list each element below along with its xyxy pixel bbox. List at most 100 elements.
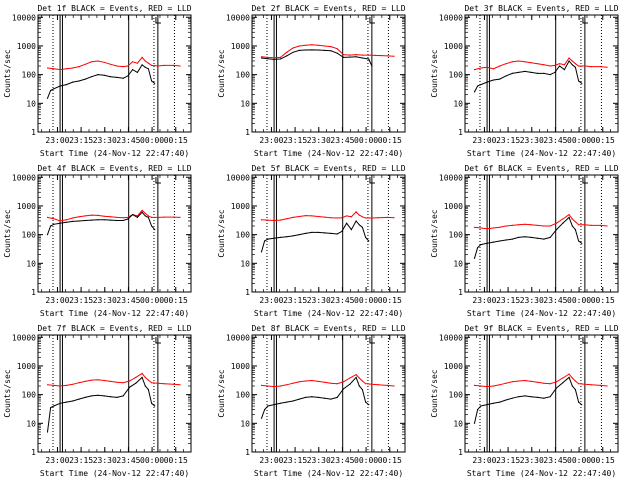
series-point-lld: [97, 214, 99, 216]
y-axis-label: Counts/sec: [430, 369, 439, 417]
series-point-lld: [492, 68, 494, 70]
series-point-lld: [122, 66, 124, 68]
series-point-lld: [151, 64, 153, 66]
series-line-events: [47, 64, 155, 99]
series-point-events: [135, 382, 137, 384]
y-tick-label: 1: [245, 288, 250, 297]
y-tick-label: 10000: [226, 173, 250, 182]
y-tick-label: 100: [22, 71, 37, 80]
series-point-events: [578, 401, 580, 403]
y-tick-label: 10: [240, 419, 250, 428]
series-point-lld: [273, 386, 275, 388]
series-point-lld: [554, 64, 556, 66]
x-tick-label: 23:30: [307, 456, 331, 465]
y-tick-label: 10000: [12, 333, 36, 342]
series-point-events: [147, 389, 149, 391]
series-point-lld: [103, 379, 105, 382]
series-point-events: [492, 241, 494, 243]
series-point-lld: [330, 217, 332, 219]
series-point-events: [286, 236, 288, 238]
x-tick-label: 23:45: [330, 456, 354, 465]
x-tick-label: 00:00: [140, 296, 164, 305]
series-point-lld: [578, 383, 580, 385]
series-point-lld: [361, 54, 363, 56]
series-point-events: [505, 399, 507, 401]
detector-panel-4: Det 4f BLACK = Events, RED = LLD Counts/s…: [3, 164, 192, 318]
series-point-lld: [59, 69, 61, 71]
x-tick-label: 23:45: [330, 136, 354, 145]
series-point-events: [555, 229, 558, 231]
series-point-events: [562, 222, 564, 224]
y-tick-label: 10000: [226, 333, 250, 342]
series-point-lld: [555, 381, 558, 383]
series-point-lld: [387, 55, 389, 57]
series-point-events: [65, 401, 67, 403]
series-point-events: [132, 214, 134, 216]
series-point-lld: [511, 224, 513, 226]
series-point-lld: [292, 47, 294, 49]
series-point-events: [72, 220, 74, 222]
panel-title: Det 5f BLACK = Events, RED = LLD: [251, 164, 405, 173]
series-point-lld: [84, 215, 86, 217]
x-axis-label: Start Time (24-Nov-12 22:47:40): [254, 149, 403, 158]
series-point-events: [342, 56, 345, 59]
series-point-events: [78, 398, 80, 400]
series-point-lld: [518, 380, 520, 382]
series-point-lld: [286, 218, 288, 220]
series-point-events: [298, 234, 300, 236]
x-tick-label: 23:30: [520, 296, 544, 305]
plot-frame: [37, 334, 192, 453]
series-point-events: [365, 236, 367, 238]
y-tick-label: 1000: [17, 42, 36, 51]
series-point-lld: [91, 379, 93, 381]
series-point-lld: [480, 385, 482, 387]
series-point-lld: [499, 384, 501, 386]
x-tick-label: 00:00: [567, 296, 591, 305]
x-axis-label: Start Time (24-Nov-12 22:47:40): [40, 309, 189, 318]
series-point-events: [267, 238, 269, 240]
y-tick-label: 10000: [439, 13, 463, 22]
series-point-events: [84, 219, 86, 222]
y-tick-label: 10: [453, 259, 463, 268]
x-axis-label: Start Time (24-Nov-12 22:47:40): [40, 469, 189, 478]
series-point-events: [330, 232, 332, 234]
series-point-lld: [480, 227, 482, 229]
series-point-events: [324, 232, 326, 234]
y-tick-label: 100: [236, 231, 251, 240]
y-tick-label: 10: [453, 99, 463, 108]
x-tick-label: 23:00: [259, 136, 283, 145]
y-tick-label: 10000: [439, 333, 463, 342]
y-tick-label: 100: [236, 71, 251, 80]
series-point-events: [292, 400, 294, 402]
detector-panel-6: Det 6f BLACK = Events, RED = LLD Counts/s…: [430, 164, 619, 318]
series-point-lld: [78, 66, 80, 68]
marker-bracket: [582, 177, 588, 184]
x-tick-label: 23:45: [116, 296, 140, 305]
series-point-lld: [584, 224, 586, 226]
series-point-lld: [317, 215, 319, 218]
detector-panel-9: Det 9f BLACK = Events, RED = LLD Counts/s…: [430, 324, 619, 478]
series-point-events: [324, 49, 326, 52]
series-point-lld: [53, 384, 55, 386]
series-point-events: [511, 238, 513, 240]
series-point-lld: [584, 383, 586, 385]
y-tick-label: 1: [31, 288, 36, 297]
series-point-events: [273, 404, 275, 406]
series-line-lld: [261, 44, 395, 59]
y-tick-label: 100: [449, 231, 464, 240]
series-point-lld: [590, 224, 592, 226]
series-point-lld: [179, 384, 181, 386]
series-point-events: [78, 220, 80, 222]
y-tick-label: 10000: [439, 173, 463, 182]
panel-title: Det 1f BLACK = Events, RED = LLD: [37, 4, 191, 13]
series-point-lld: [127, 65, 129, 67]
series-point-lld: [260, 219, 263, 221]
series-point-lld: [562, 377, 564, 379]
series-point-lld: [110, 63, 112, 65]
series-point-lld: [147, 62, 149, 64]
series-point-events: [50, 89, 52, 92]
series-point-events: [549, 236, 551, 238]
series-point-events: [147, 68, 149, 70]
series-point-lld: [365, 383, 367, 385]
y-axis-label: Counts/sec: [430, 209, 439, 257]
